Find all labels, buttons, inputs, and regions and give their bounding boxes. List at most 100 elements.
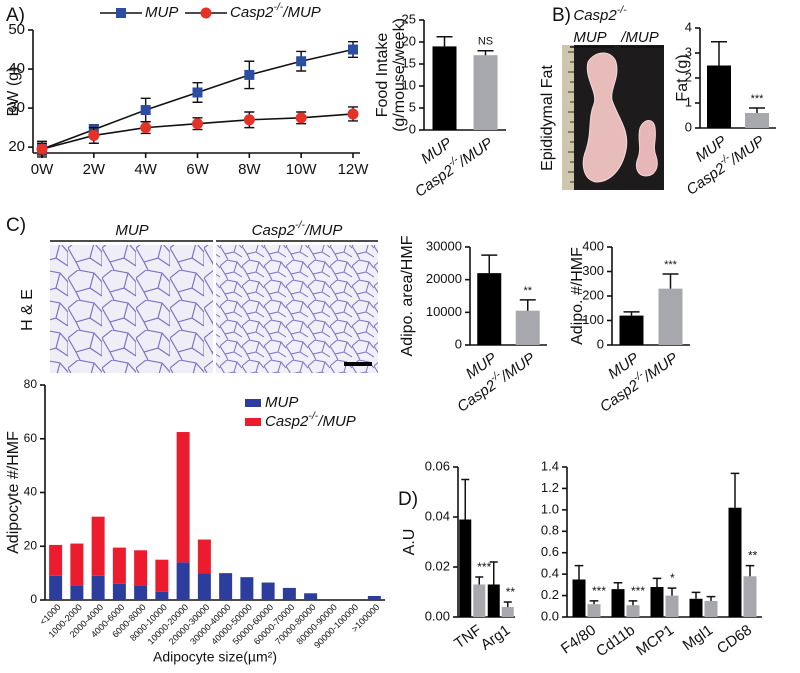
y-tick-label: 0.02	[425, 558, 450, 573]
y-tick-label: 5	[409, 99, 416, 114]
panel-label: C)	[6, 215, 26, 236]
legend-swatch	[245, 418, 261, 426]
y-axis-label: BW (g)	[5, 67, 22, 117]
x-tick-label: 4W	[134, 161, 157, 178]
y-tick-label: 1	[685, 94, 692, 109]
y-tick-label: 1.2	[541, 480, 559, 495]
error-bar	[475, 576, 484, 585]
photo: Casp2-/- MUP /MUP Epididymal Fat	[539, 4, 664, 190]
bar	[572, 579, 586, 617]
x-tick-label: 0W	[31, 161, 54, 178]
y-tick-label: 15	[402, 55, 416, 70]
bar-segment	[49, 544, 63, 576]
error-bar	[749, 107, 765, 113]
histology-label: Casp2-/-/MUP	[252, 219, 343, 239]
error-bar	[667, 587, 677, 596]
y-axis-label: A.U	[401, 529, 418, 556]
marker	[192, 87, 203, 98]
annotation: **	[523, 285, 532, 297]
annotation: ***	[664, 259, 678, 271]
error-bar	[461, 478, 470, 520]
error-bar	[711, 41, 727, 66]
bar-segment	[261, 582, 275, 600]
bar	[658, 288, 683, 345]
histology-label: MUP	[115, 222, 148, 239]
y-tick-label: 10	[402, 77, 416, 92]
x-tick-label: 6W	[186, 161, 209, 178]
error-bar	[730, 472, 740, 508]
bar	[432, 46, 457, 130]
x-tick-label: Casp2-/-/MUP	[410, 132, 496, 201]
y-tick-label: 0	[30, 592, 37, 606]
y-tick-label: 0	[685, 119, 692, 134]
stain-label: H & E	[19, 289, 36, 331]
annotation: ***	[477, 560, 491, 574]
bar	[477, 273, 502, 345]
x-tick-label: CD68	[714, 622, 755, 658]
bar	[587, 604, 601, 617]
y-tick-label: 0.2	[541, 587, 559, 602]
y-tick-label: 0.4	[541, 566, 559, 581]
marker	[296, 56, 307, 67]
bar	[473, 584, 486, 617]
error-bar	[745, 564, 755, 577]
photo-label: /MUP	[620, 29, 659, 46]
y-axis-label: Adipo. area/HMF	[399, 235, 416, 356]
bar	[707, 65, 731, 128]
y-tick-label: 20	[24, 538, 38, 552]
x-tick-label: MCP1	[633, 622, 677, 660]
bar	[728, 507, 742, 617]
panel-label: B)	[552, 5, 571, 26]
bar-segment	[304, 593, 318, 600]
y-tick-label: 1.4	[541, 458, 559, 473]
error-bar	[589, 600, 599, 605]
error-bar	[489, 561, 498, 585]
y-tick-label: 80	[24, 377, 38, 391]
annotation: ***	[751, 93, 765, 105]
y-tick-label: 30	[8, 99, 25, 116]
annotation: **	[748, 549, 758, 563]
bar	[689, 598, 703, 617]
bar-segment	[240, 577, 254, 600]
y-tick-label: 200	[582, 287, 604, 302]
x-tick-label: 12W	[338, 161, 370, 178]
marker	[244, 69, 255, 80]
y-axis-label: Adipo. #/HMF	[569, 247, 586, 345]
y-axis-label: Fat (g)	[674, 54, 691, 101]
y-tick-label: 2	[685, 69, 692, 84]
bar-segment	[49, 575, 63, 600]
error-bar	[477, 50, 494, 56]
error-bar	[662, 273, 679, 289]
y-tick-label: 60	[24, 431, 38, 445]
error-bar	[628, 600, 638, 606]
bar-segment	[70, 543, 84, 586]
marker	[347, 108, 359, 120]
y-tick-label: 25	[402, 11, 416, 26]
marker	[140, 122, 152, 134]
bar	[619, 315, 644, 345]
marker	[192, 118, 203, 130]
error-bar	[652, 577, 662, 587]
x-tick-label: Cd11b	[593, 622, 638, 661]
y-tick-label: 0	[597, 336, 604, 351]
legend-marker	[116, 8, 126, 18]
legend-label: Casp2-/-/MUP	[230, 1, 321, 21]
x-axis-label: Adipocyte size(µm²)	[153, 649, 277, 665]
bar-segment	[176, 432, 190, 563]
y-tick-label: 0.6	[541, 544, 559, 559]
y-tick-label: 20	[8, 138, 25, 155]
marker	[88, 129, 100, 141]
legend-swatch	[245, 399, 261, 407]
bar-segment	[155, 559, 169, 592]
marker	[140, 105, 151, 116]
y-tick-label: 0.00	[425, 608, 450, 623]
bar	[743, 576, 757, 617]
bar-segment	[91, 575, 105, 600]
y-tick-label: 10000	[426, 304, 462, 319]
bar	[745, 113, 769, 128]
error-bar	[691, 591, 701, 599]
y-tick-label: 0.04	[425, 508, 450, 523]
y-tick-label: 400	[582, 238, 604, 253]
y-tick-label: 0.8	[541, 523, 559, 538]
